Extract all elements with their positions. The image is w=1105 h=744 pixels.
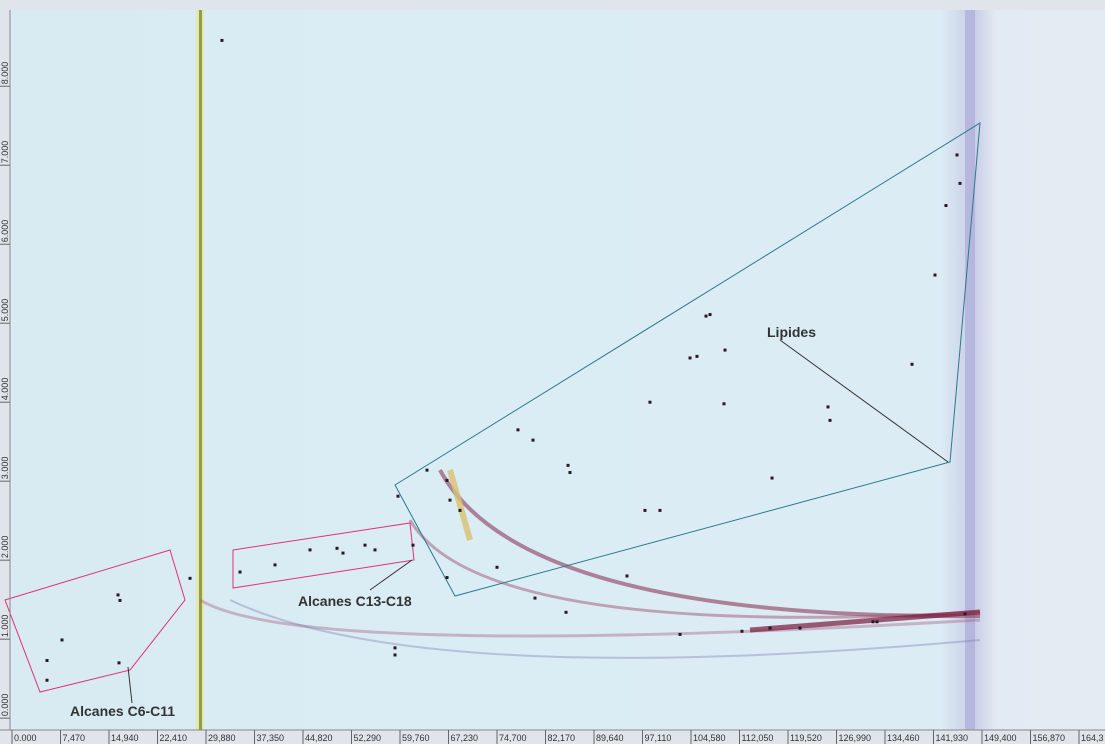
peak bbox=[723, 348, 727, 352]
peak bbox=[396, 494, 400, 498]
peak bbox=[963, 612, 967, 616]
peak bbox=[955, 153, 959, 157]
x-tick-label: 0.000 bbox=[14, 733, 37, 743]
y-tick-label: 4.000 bbox=[0, 378, 10, 401]
peak bbox=[118, 598, 122, 602]
peak bbox=[695, 354, 699, 358]
peak bbox=[308, 548, 312, 552]
peak bbox=[335, 546, 339, 550]
peak bbox=[944, 204, 948, 208]
peak bbox=[363, 543, 367, 547]
x-tick-label: 141,930 bbox=[936, 733, 969, 743]
peak bbox=[678, 632, 682, 636]
x-tick-label: 97,110 bbox=[645, 733, 672, 743]
x-tick-label: 29,880 bbox=[208, 733, 236, 743]
x-tick-label: 119,520 bbox=[790, 733, 822, 743]
x-tick-label: 22,410 bbox=[160, 733, 188, 743]
y-tick-label: 7.000 bbox=[0, 141, 10, 164]
peak bbox=[564, 610, 568, 614]
x-tick-label: 149,400 bbox=[984, 733, 1017, 743]
x-tick-label: 52,290 bbox=[354, 733, 382, 743]
annotation: Lipides bbox=[767, 324, 816, 340]
annotation: Alcanes C6-C11 bbox=[70, 703, 175, 719]
peak bbox=[45, 678, 49, 682]
peak bbox=[566, 463, 570, 467]
peak bbox=[770, 476, 774, 480]
plot-area bbox=[10, 10, 1105, 730]
peak bbox=[722, 402, 726, 406]
y-tick-label: 1.000 bbox=[0, 615, 10, 638]
peak bbox=[643, 508, 647, 512]
peak bbox=[533, 596, 537, 600]
y-tick-label: 2.000 bbox=[0, 536, 10, 559]
peak bbox=[828, 418, 832, 422]
peak bbox=[798, 626, 802, 630]
peak bbox=[648, 400, 652, 404]
peak bbox=[871, 620, 875, 624]
peak bbox=[445, 576, 449, 580]
x-tick-label: 134,460 bbox=[887, 733, 920, 743]
x-tick-label: 82,170 bbox=[548, 733, 576, 743]
streaks bbox=[196, 10, 981, 730]
x-tick-label: 59,760 bbox=[402, 733, 430, 743]
peak bbox=[393, 646, 397, 650]
peak bbox=[188, 576, 192, 580]
peak bbox=[448, 498, 452, 502]
x-tick-label: 74,700 bbox=[499, 733, 527, 743]
peak bbox=[531, 438, 535, 442]
y-tick-label: 8.000 bbox=[0, 62, 10, 85]
x-tick-label: 37,350 bbox=[257, 733, 285, 743]
peak bbox=[393, 653, 397, 657]
annotation: Alcanes C13-C18 bbox=[298, 593, 412, 609]
x-tick-label: 112,050 bbox=[742, 733, 774, 743]
peak bbox=[373, 548, 377, 552]
region-outlines bbox=[4, 122, 981, 704]
y-tick-label: 3.000 bbox=[0, 457, 10, 480]
peak bbox=[220, 38, 224, 42]
peak bbox=[516, 428, 520, 432]
y-tick-label: 0.000 bbox=[0, 694, 10, 717]
peak bbox=[704, 314, 708, 318]
peak bbox=[958, 181, 962, 185]
peak bbox=[60, 638, 64, 642]
peak bbox=[238, 570, 242, 574]
peak bbox=[45, 658, 49, 662]
peak bbox=[341, 551, 345, 555]
x-tick-label: 104,580 bbox=[693, 733, 726, 743]
peak bbox=[933, 273, 937, 277]
peak bbox=[425, 468, 429, 472]
peak bbox=[117, 661, 121, 665]
peak bbox=[445, 478, 449, 482]
x-tick-label: 14,940 bbox=[111, 733, 139, 743]
x-tick-label: 164,3 bbox=[1081, 733, 1104, 743]
x-tick-label: 156,870 bbox=[1033, 733, 1066, 743]
peak bbox=[688, 356, 692, 360]
x-tick-label: 67,230 bbox=[451, 733, 479, 743]
peak bbox=[658, 508, 662, 512]
x-tick-label: 126,990 bbox=[839, 733, 872, 743]
x-tick-label: 44,820 bbox=[305, 733, 333, 743]
peak bbox=[273, 563, 277, 567]
peak bbox=[458, 508, 462, 512]
peak bbox=[910, 362, 914, 366]
peak bbox=[768, 626, 772, 630]
y-tick-label: 6.000 bbox=[0, 220, 10, 243]
peak bbox=[826, 405, 830, 409]
x-tick-label: 7,470 bbox=[63, 733, 86, 743]
peak bbox=[708, 313, 712, 317]
peak bbox=[875, 620, 879, 624]
x-tick-label: 89,640 bbox=[596, 733, 624, 743]
peak bbox=[411, 543, 415, 547]
peak bbox=[116, 593, 120, 597]
peak bbox=[625, 574, 629, 578]
y-tick-label: 5.000 bbox=[0, 299, 10, 322]
peak bbox=[740, 629, 744, 633]
peak bbox=[495, 565, 499, 569]
peak bbox=[568, 470, 572, 474]
